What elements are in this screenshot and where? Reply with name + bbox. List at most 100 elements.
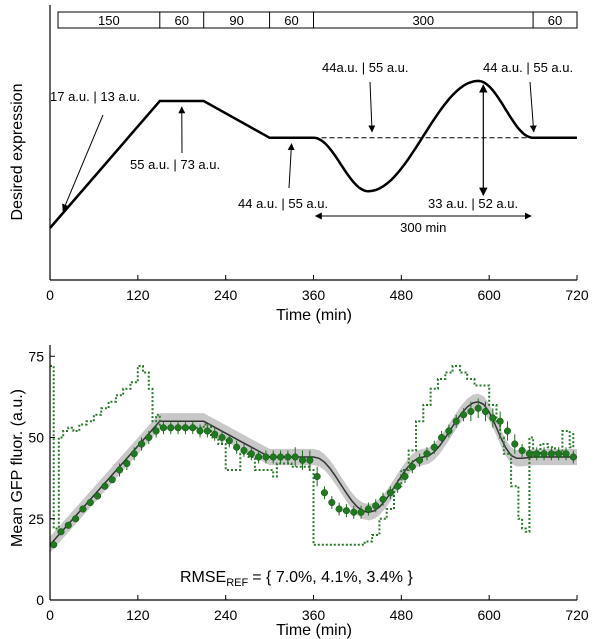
data-point: [64, 521, 72, 529]
bottom-y-tick-label: 75: [28, 348, 44, 364]
data-point: [57, 528, 65, 536]
phase-label: 300: [412, 13, 434, 28]
data-points: [50, 404, 577, 549]
data-point: [291, 453, 299, 461]
data-point: [152, 427, 160, 435]
data-point: [401, 472, 409, 481]
bottom-y-axis-label: Mean GFP fluor. (a.u.): [9, 389, 26, 547]
annotation-label: 17 a.u. | 13 a.u.: [50, 89, 140, 104]
data-point: [416, 456, 424, 464]
top-x-tick-label: 480: [390, 287, 414, 303]
data-point: [72, 515, 80, 523]
data-point: [189, 424, 197, 432]
rmse-subscript: REF: [226, 577, 248, 589]
annotation-label: 33 a.u. | 52 a.u.: [428, 196, 518, 211]
data-point: [233, 443, 241, 451]
annotation-arrow: [529, 81, 537, 133]
data-point: [174, 424, 182, 432]
data-point: [503, 427, 512, 435]
top-x-tick-label: 360: [302, 287, 326, 303]
bottom-y-tick-label: 50: [28, 430, 44, 446]
data-point: [247, 450, 255, 458]
data-point: [496, 417, 504, 425]
data-point: [218, 433, 226, 442]
bottom-x-tick-label: 120: [126, 607, 150, 623]
data-point: [452, 417, 460, 425]
annotation-label: 55 a.u. | 73 a.u.: [130, 157, 220, 172]
data-point: [525, 450, 533, 458]
bottom-axes: 0 120 240 360 480 600 720 0 25 50 75: [28, 345, 589, 623]
top-axes: 0 120 240 360 480 600 720: [46, 5, 589, 303]
data-point: [555, 450, 563, 458]
data-point: [130, 450, 138, 458]
phase-label: 60: [548, 13, 562, 28]
bottom-x-tick-label: 240: [214, 607, 238, 623]
data-point: [137, 440, 146, 448]
bottom-x-axis-label: Time (min): [276, 622, 352, 639]
data-point: [430, 443, 438, 451]
annotation-label: 44a.u. | 55 a.u.: [322, 60, 409, 75]
data-point: [50, 541, 58, 549]
annotation-arrow: [62, 114, 104, 212]
data-point: [394, 482, 402, 490]
data-point: [101, 482, 109, 490]
data-point: [357, 508, 365, 516]
top-x-tick-label: 0: [46, 287, 54, 303]
gfp-fluorescence-panel: 0 120 240 360 480 600 720 0 25 50 75 Time (min) Me…: [9, 345, 589, 639]
data-point: [547, 450, 555, 458]
phase-label: 60: [284, 13, 298, 28]
desired-expression-panel: 150 60 90 60 300 60 17 a.u. | 13 a.u. 55 a.u.…: [9, 5, 589, 324]
data-point: [474, 404, 482, 412]
data-point: [438, 433, 446, 442]
data-point: [379, 495, 387, 503]
data-point: [269, 453, 277, 461]
bottom-y-tick-label: 0: [36, 592, 44, 608]
data-point: [459, 411, 468, 419]
annotation-arrow: [287, 143, 295, 189]
data-point: [203, 427, 211, 435]
data-point: [518, 446, 526, 455]
data-point: [196, 427, 204, 435]
data-point: [108, 476, 116, 484]
bottom-x-tick-label: 720: [565, 607, 589, 623]
data-point: [167, 424, 175, 432]
top-y-axis-label: Desired expression: [9, 84, 26, 221]
data-point: [145, 433, 153, 442]
data-point: [115, 466, 124, 474]
data-point: [313, 472, 321, 481]
data-point: [328, 498, 336, 507]
data-point: [225, 437, 233, 445]
data-point: [181, 424, 189, 432]
data-point: [408, 463, 416, 471]
bottom-x-tick-label: 0: [46, 607, 54, 623]
bottom-x-tick-label: 360: [302, 607, 326, 623]
span-label: 300 min: [400, 220, 446, 235]
data-point: [211, 430, 219, 438]
data-point: [533, 450, 541, 458]
top-x-tick-label: 120: [126, 287, 150, 303]
top-x-tick-label: 720: [565, 287, 589, 303]
annotation-arrow: [368, 81, 376, 133]
data-point: [386, 489, 394, 497]
data-point: [262, 453, 270, 461]
data-point: [489, 414, 497, 422]
data-point: [86, 498, 94, 507]
data-point: [423, 450, 431, 458]
data-point: [511, 440, 519, 448]
data-point: [306, 456, 314, 464]
reference-band: [50, 393, 577, 553]
data-point: [298, 456, 307, 464]
data-point: [350, 508, 358, 516]
phase-label: 150: [98, 13, 120, 28]
data-point: [372, 502, 380, 510]
data-point: [342, 507, 350, 515]
reference-line: [49, 401, 577, 546]
data-point: [569, 453, 577, 461]
phase-duration-bar: 150 60 90 60 300 60: [57, 11, 578, 29]
desired-profile-curve: [49, 79, 577, 229]
bottom-x-tick-label: 600: [477, 607, 501, 623]
data-point: [240, 446, 248, 455]
data-point: [320, 489, 329, 497]
data-point: [445, 427, 453, 435]
